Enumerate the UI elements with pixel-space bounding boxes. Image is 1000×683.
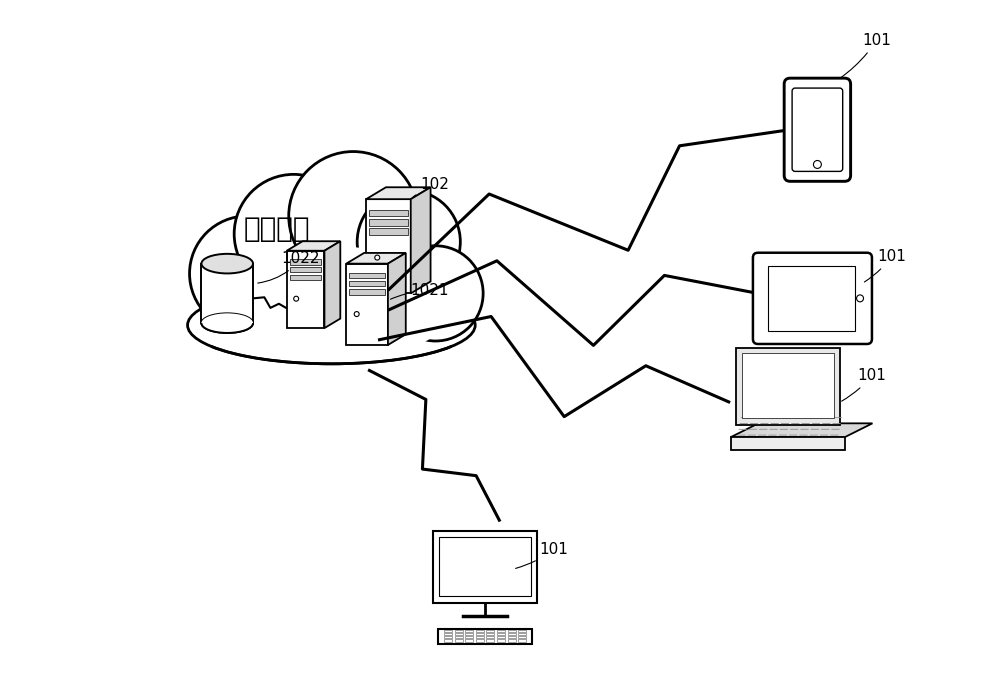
Bar	[433, 531, 537, 603]
Bar	[518, 633, 526, 635]
Bar	[508, 630, 516, 632]
Bar	[736, 348, 840, 426]
Bar	[465, 639, 473, 641]
Bar	[497, 633, 505, 635]
FancyBboxPatch shape	[753, 253, 872, 344]
Ellipse shape	[201, 313, 253, 333]
Circle shape	[234, 174, 353, 294]
Polygon shape	[290, 267, 321, 273]
Circle shape	[388, 246, 483, 341]
Circle shape	[289, 152, 418, 281]
Bar	[518, 630, 526, 632]
Bar	[476, 636, 484, 639]
Bar	[455, 636, 463, 639]
Bar	[508, 639, 516, 641]
Bar	[465, 630, 473, 632]
Circle shape	[357, 191, 460, 294]
Ellipse shape	[188, 286, 475, 364]
Polygon shape	[369, 219, 408, 225]
Bar	[497, 639, 505, 641]
Bar	[508, 636, 516, 639]
Bar	[444, 633, 452, 635]
Ellipse shape	[201, 254, 253, 273]
FancyBboxPatch shape	[792, 88, 843, 171]
Bar	[476, 630, 484, 632]
Polygon shape	[366, 187, 431, 199]
Polygon shape	[287, 241, 340, 251]
Circle shape	[190, 216, 305, 331]
Polygon shape	[349, 273, 385, 278]
Text: 101: 101	[842, 368, 886, 401]
Bar	[742, 353, 834, 419]
FancyBboxPatch shape	[784, 78, 851, 181]
Polygon shape	[290, 275, 321, 280]
Circle shape	[813, 161, 821, 169]
Circle shape	[190, 216, 305, 331]
Bar	[444, 630, 452, 632]
Circle shape	[357, 191, 460, 294]
Polygon shape	[369, 210, 408, 216]
Polygon shape	[349, 281, 385, 286]
Bar	[497, 630, 505, 632]
Ellipse shape	[205, 247, 458, 361]
Bar	[486, 633, 494, 635]
Bar	[201, 264, 253, 323]
Bar	[518, 636, 526, 639]
Ellipse shape	[201, 313, 253, 333]
Bar	[486, 639, 494, 641]
Circle shape	[354, 311, 359, 316]
Bar	[455, 639, 463, 641]
Text: 102: 102	[413, 177, 450, 197]
Bar	[455, 633, 463, 635]
Text: 101: 101	[840, 33, 891, 79]
Bar	[439, 538, 531, 596]
Bar	[476, 633, 484, 635]
Bar	[486, 630, 494, 632]
Circle shape	[176, 272, 279, 375]
Bar	[508, 633, 516, 635]
Circle shape	[289, 152, 418, 281]
Circle shape	[388, 246, 483, 341]
Bar	[486, 636, 494, 639]
Polygon shape	[731, 437, 845, 450]
Text: 资源平台: 资源平台	[244, 215, 310, 243]
Polygon shape	[369, 228, 408, 235]
Polygon shape	[346, 253, 406, 264]
Circle shape	[282, 277, 391, 386]
Polygon shape	[349, 289, 385, 294]
Text: 101: 101	[864, 249, 906, 282]
Text: 101: 101	[516, 542, 569, 568]
FancyBboxPatch shape	[173, 281, 490, 380]
Circle shape	[857, 295, 864, 302]
Circle shape	[289, 152, 418, 281]
Bar	[476, 639, 484, 641]
Bar	[438, 628, 532, 643]
Bar	[444, 636, 452, 639]
Circle shape	[375, 255, 380, 260]
Polygon shape	[366, 199, 411, 294]
Bar	[497, 636, 505, 639]
Bar	[444, 639, 452, 641]
Circle shape	[234, 174, 353, 294]
Circle shape	[378, 275, 473, 371]
Bar	[465, 633, 473, 635]
Polygon shape	[324, 241, 340, 328]
Bar	[518, 639, 526, 641]
Polygon shape	[287, 251, 324, 328]
Polygon shape	[388, 253, 406, 345]
Bar	[455, 630, 463, 632]
Polygon shape	[346, 264, 388, 345]
Text: 1021: 1021	[390, 283, 449, 299]
Polygon shape	[731, 423, 872, 437]
Bar	[768, 266, 855, 331]
Polygon shape	[290, 260, 321, 265]
Text: 1022: 1022	[258, 251, 320, 283]
Bar	[465, 636, 473, 639]
Circle shape	[234, 174, 353, 294]
Circle shape	[388, 246, 483, 341]
Circle shape	[190, 216, 305, 331]
Circle shape	[357, 191, 460, 294]
Circle shape	[294, 296, 299, 301]
Polygon shape	[411, 187, 431, 294]
